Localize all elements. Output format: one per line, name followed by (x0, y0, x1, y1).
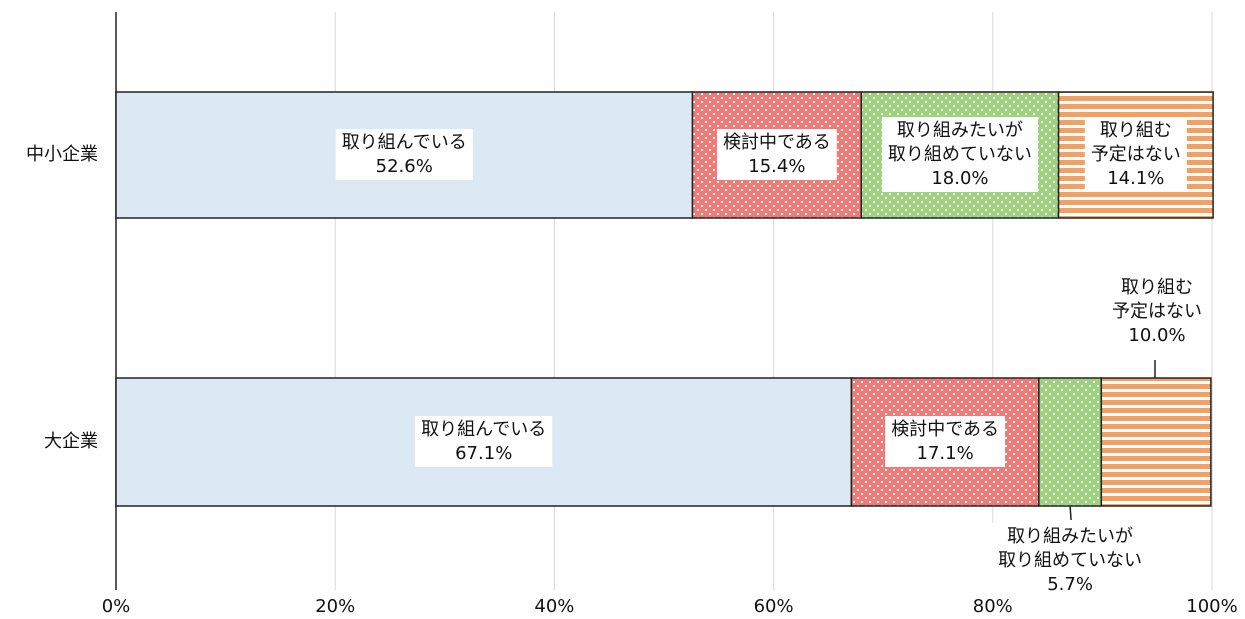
data-label: 取り組みたいが取り組めていない 5.7% (992, 523, 1149, 598)
data-label-text: 17.1% (917, 443, 974, 464)
data-label: 取り組みたいが取り組めていない 18.0% (881, 117, 1038, 192)
data-label-text: 10.0% (1128, 325, 1185, 346)
leader-line (1069, 505, 1072, 521)
label-box (415, 416, 553, 467)
data-label: 取り組んでいる 52.6% (335, 129, 473, 180)
data-label-text: 18.0% (931, 168, 988, 189)
data-label-text: 52.6% (376, 156, 433, 177)
label-box (716, 129, 837, 180)
y-tick-label: 大企業 (44, 431, 98, 452)
data-label-text: 5.7% (1047, 574, 1093, 595)
label-box (881, 117, 1038, 192)
label-box (1084, 117, 1187, 192)
bar-segment (1038, 377, 1103, 507)
data-label-text: 15.4% (748, 156, 805, 177)
data-label: 検討中である 17.1% (885, 416, 1006, 467)
data-label-text: 取り組む予定はない (1091, 120, 1181, 165)
label-box (992, 523, 1149, 598)
data-label: 取り組む予定はない 14.1% (1084, 117, 1187, 192)
data-label-text: 取り組みたいが取り組めていない (998, 526, 1142, 571)
data-label-text: 67.1% (455, 443, 512, 464)
data-label-text: 取り組みたいが取り組めていない (888, 120, 1032, 165)
x-tick-label: 100% (1186, 596, 1237, 617)
data-label-text: 検討中である (891, 419, 999, 440)
data-label-text: 取り組んでいる (421, 419, 546, 440)
y-tick-label: 中小企業 (26, 144, 98, 165)
data-label: 取り組む予定はない 10.0% (1106, 274, 1208, 349)
x-tick-label: 0% (102, 596, 131, 617)
data-label-text: 取り組む予定はない (1112, 277, 1202, 322)
x-tick-label: 60% (754, 596, 794, 617)
data-label-text: 検討中である (723, 132, 831, 153)
data-label-text: 14.1% (1107, 168, 1164, 189)
label-box (335, 129, 473, 180)
label-box (1106, 274, 1208, 349)
data-label-text: 取り組んでいる (342, 132, 467, 153)
bar-segment (1100, 377, 1212, 507)
data-label: 取り組んでいる 67.1% (415, 416, 553, 467)
x-tick-label: 40% (534, 596, 574, 617)
x-tick-label: 80% (973, 596, 1013, 617)
label-box (885, 416, 1006, 467)
x-tick-label: 20% (315, 596, 355, 617)
data-label: 検討中である 15.4% (716, 129, 837, 180)
